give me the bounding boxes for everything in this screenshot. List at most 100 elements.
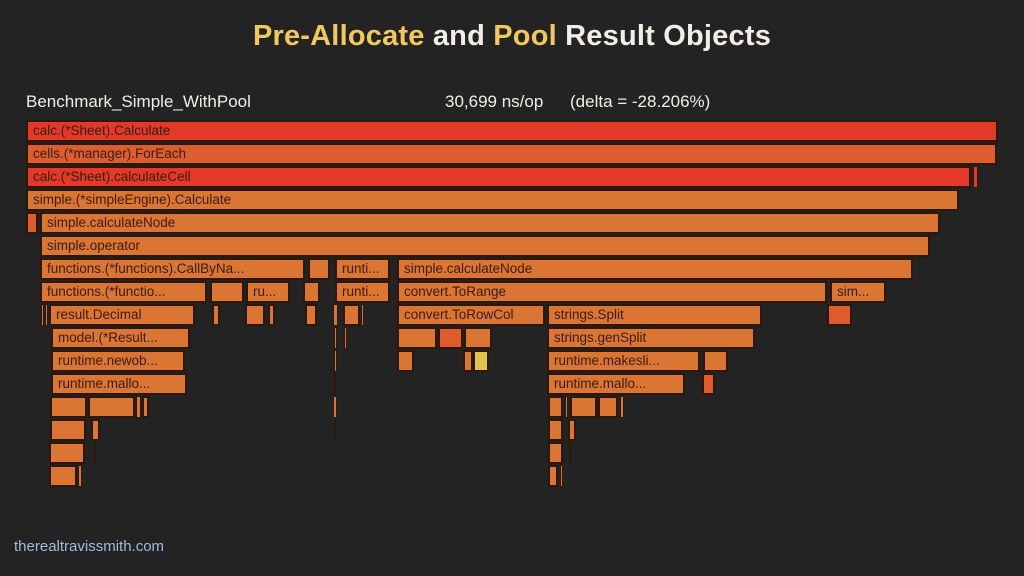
flame-block[interactable]: model.(*Result... [51,327,190,349]
flame-block[interactable]: runtime.newob... [51,350,185,372]
flame-block-label: convert.ToRange [404,284,507,299]
flame-block-unlabeled[interactable] [245,304,265,326]
flame-block-label: simple.calculateNode [404,261,533,276]
flame-block-label: calc.(*Sheet).Calculate [33,123,171,138]
flame-block[interactable]: runti... [335,281,390,303]
title-segment: Pre-Allocate [252,20,425,52]
flame-block[interactable]: functions.(*functions).CallByNa... [40,258,305,280]
flame-block[interactable]: calc.(*Sheet).Calculate [26,120,998,142]
flame-block-label: functions.(*functions).CallByNa... [47,261,245,276]
footer-link[interactable]: therealtravissmith.com [14,538,165,555]
flame-block[interactable]: ru... [246,281,290,303]
flame-block[interactable]: calc.(*Sheet).calculateCell [26,166,971,188]
title-segment: Pool [493,20,557,52]
flame-block-unlabeled[interactable] [548,419,563,441]
flame-block-unlabeled[interactable] [548,465,558,487]
flame-block[interactable]: runtime.makesli... [547,350,700,372]
flame-block-unlabeled[interactable] [210,281,244,303]
flame-block-unlabeled[interactable] [334,350,337,372]
flame-block[interactable]: functions.(*functio... [40,281,207,303]
flame-block-label: runti... [342,284,380,299]
flame-block[interactable]: result.Decimal [49,304,195,326]
flame-block-unlabeled[interactable] [50,419,86,441]
flame-block-unlabeled[interactable] [565,396,568,418]
flame-block-unlabeled[interactable] [473,350,489,372]
flame-block-label: strings.genSplit [554,330,647,345]
flame-block[interactable]: simple.calculateNode [397,258,913,280]
flame-block[interactable]: convert.ToRowCol [397,304,545,326]
flame-block-unlabeled[interactable] [344,327,347,349]
flame-block[interactable]: simple.operator [40,235,930,257]
flame-block-unlabeled[interactable] [333,396,337,418]
flame-block-unlabeled[interactable] [438,327,463,349]
flame-block-unlabeled[interactable] [45,304,48,326]
flame-block[interactable]: strings.genSplit [547,327,755,349]
flame-block-unlabeled[interactable] [570,396,597,418]
flame-block[interactable]: runti... [335,258,390,280]
title-segment: Result Objects [556,20,772,52]
flame-block-unlabeled[interactable] [308,258,330,280]
flame-block[interactable]: runtime.mallo... [51,373,187,395]
flame-block-unlabeled[interactable] [702,373,715,395]
flame-block-unlabeled[interactable] [361,304,364,326]
flame-block-unlabeled[interactable] [463,350,473,372]
flame-block-unlabeled[interactable] [136,396,141,418]
flame-block-unlabeled[interactable] [212,304,220,326]
flame-block-unlabeled[interactable] [305,304,317,326]
flame-block[interactable]: simple.(*simpleEngine).Calculate [26,189,959,211]
flame-block[interactable]: sim... [830,281,886,303]
benchmark-delta: (delta = -28.206%) [570,92,711,111]
flame-block-unlabeled[interactable] [94,442,96,464]
benchmark-value: 30,699 ns/op [445,92,544,111]
flame-block-unlabeled[interactable] [88,396,135,418]
flame-block-label: convert.ToRowCol [404,307,514,322]
flame-block[interactable]: simple.calculateNode [40,212,940,234]
flame-block-unlabeled[interactable] [91,419,100,441]
flame-block-unlabeled[interactable] [598,396,618,418]
flame-block-unlabeled[interactable] [568,419,576,441]
flame-block-unlabeled[interactable] [303,281,320,303]
flame-block-unlabeled[interactable] [334,373,336,395]
flame-block-unlabeled[interactable] [620,396,624,418]
flame-block[interactable]: runtime.mallo... [547,373,685,395]
flame-block-unlabeled[interactable] [548,396,563,418]
flame-block-unlabeled[interactable] [397,327,437,349]
flame-block-label: ru... [253,284,277,299]
flame-block-unlabeled[interactable] [78,465,82,487]
flame-block-unlabeled[interactable] [268,304,275,326]
flame-block-label: calc.(*Sheet).calculateCell [33,169,191,184]
flame-block-unlabeled[interactable] [333,304,338,326]
flame-block-unlabeled[interactable] [343,304,360,326]
flame-block-unlabeled[interactable] [973,166,978,188]
flame-block[interactable]: strings.Split [547,304,762,326]
flame-block-unlabeled[interactable] [397,350,414,372]
flame-block-unlabeled[interactable] [41,304,44,326]
flame-block-unlabeled[interactable] [703,350,728,372]
flame-block-unlabeled[interactable] [334,419,336,441]
flame-block[interactable]: cells.(*manager).ForEach [26,143,997,165]
flame-block-label: strings.Split [554,307,624,322]
flame-block-unlabeled[interactable] [49,442,85,464]
flame-block-label: simple.(*simpleEngine).Calculate [33,192,232,207]
flame-block-unlabeled[interactable] [560,465,563,487]
flame-block-unlabeled[interactable] [464,327,492,349]
flame-block-label: runtime.makesli... [554,353,660,368]
flame-block-unlabeled[interactable] [334,327,337,349]
flame-block-label: runtime.mallo... [554,376,647,391]
flame-block-label: sim... [837,284,870,299]
benchmark-name: Benchmark_Simple_WithPool [26,92,251,111]
slide-title: Pre-Allocate and Pool Result Objects [0,20,1024,53]
flame-block-unlabeled[interactable] [50,396,87,418]
flame-block-label: runtime.mallo... [58,376,151,391]
flame-block-label: runtime.newob... [58,353,158,368]
flame-block-unlabeled[interactable] [26,212,38,234]
flame-block-unlabeled[interactable] [142,396,149,418]
flame-block-unlabeled[interactable] [569,442,571,464]
flame-block-label: simple.operator [47,238,141,253]
flame-block[interactable]: convert.ToRange [397,281,827,303]
flame-block-unlabeled[interactable] [49,465,77,487]
flame-block-unlabeled[interactable] [827,304,852,326]
flame-block-unlabeled[interactable] [548,442,563,464]
flamegraph: calc.(*Sheet).Calculate cells.(*manager).… [26,119,999,489]
